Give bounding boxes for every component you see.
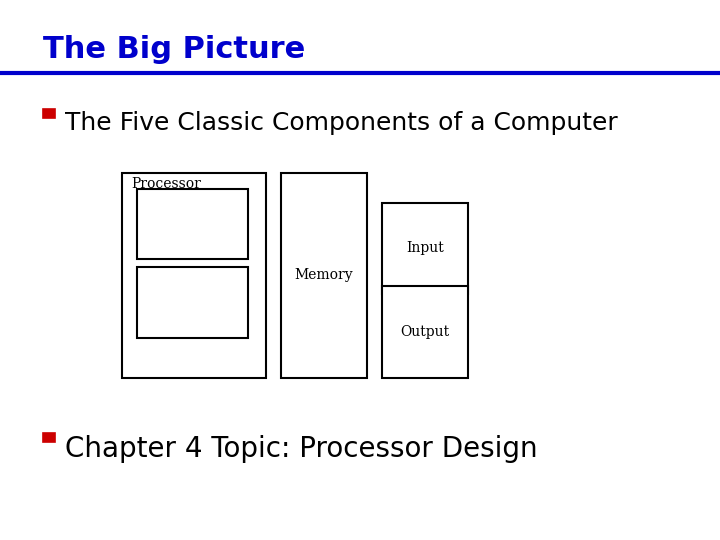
Text: The Five Classic Components of a Computer: The Five Classic Components of a Compute… xyxy=(65,111,618,134)
FancyBboxPatch shape xyxy=(137,189,248,259)
FancyBboxPatch shape xyxy=(382,286,468,378)
Text: Processor: Processor xyxy=(131,177,201,191)
FancyBboxPatch shape xyxy=(122,173,266,378)
FancyBboxPatch shape xyxy=(281,173,367,378)
Text: The Big Picture: The Big Picture xyxy=(43,35,305,64)
FancyBboxPatch shape xyxy=(43,110,55,118)
Text: Control: Control xyxy=(166,295,219,309)
Text: Output: Output xyxy=(400,325,449,339)
FancyBboxPatch shape xyxy=(137,267,248,338)
FancyBboxPatch shape xyxy=(43,434,55,442)
Text: Input: Input xyxy=(406,241,444,255)
Text: Chapter 4 Topic: Processor Design: Chapter 4 Topic: Processor Design xyxy=(65,435,537,463)
Text: Memory: Memory xyxy=(294,268,354,282)
FancyBboxPatch shape xyxy=(382,202,468,294)
Text: Datapath: Datapath xyxy=(160,217,225,231)
